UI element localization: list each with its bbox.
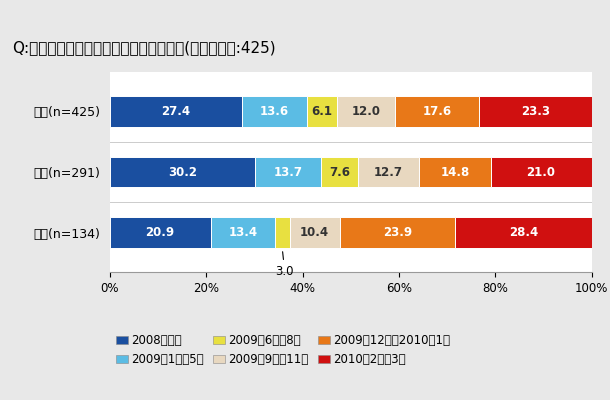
Text: 13.7: 13.7 <box>274 166 303 178</box>
Bar <box>275 218 290 248</box>
Text: 3.0: 3.0 <box>276 252 294 278</box>
Bar <box>490 157 592 187</box>
Text: 23.3: 23.3 <box>521 105 550 118</box>
Text: 21.0: 21.0 <box>526 166 556 178</box>
Bar <box>340 218 455 248</box>
Bar <box>210 218 275 248</box>
Bar <box>110 218 210 248</box>
Bar <box>307 96 337 126</box>
Bar <box>419 157 490 187</box>
Bar <box>455 218 592 248</box>
Bar <box>337 96 395 126</box>
Bar <box>290 218 340 248</box>
Text: 20.9: 20.9 <box>146 226 174 239</box>
Text: 23.9: 23.9 <box>382 226 412 239</box>
Legend: 2008年以前, 2009年1月～5月, 2009年6月～8月, 2009年9月～11月, 2009年12月～2010年1月, 2010年2月～3月: 2008年以前, 2009年1月～5月, 2009年6月～8月, 2009年9月… <box>116 334 451 366</box>
Text: 30.2: 30.2 <box>168 166 197 178</box>
Bar <box>256 157 321 187</box>
Bar <box>110 96 242 126</box>
Text: 17.6: 17.6 <box>423 105 451 118</box>
Bar <box>110 157 256 187</box>
Text: 6.1: 6.1 <box>312 105 332 118</box>
Text: 14.8: 14.8 <box>440 166 470 178</box>
Bar <box>479 96 592 126</box>
Text: 13.6: 13.6 <box>260 105 289 118</box>
Text: 10.4: 10.4 <box>300 226 329 239</box>
Text: 7.6: 7.6 <box>329 166 350 178</box>
Text: 12.7: 12.7 <box>374 166 403 178</box>
Bar <box>242 96 307 126</box>
Text: Q:転職活動を開始したのはいつですか。(有効回答数:425): Q:転職活動を開始したのはいつですか。(有効回答数:425) <box>12 40 276 55</box>
Bar <box>395 96 479 126</box>
Bar <box>358 157 419 187</box>
Text: 13.4: 13.4 <box>228 226 257 239</box>
Text: 28.4: 28.4 <box>509 226 538 239</box>
Text: 12.0: 12.0 <box>351 105 380 118</box>
Text: 27.4: 27.4 <box>161 105 190 118</box>
Bar <box>321 157 358 187</box>
